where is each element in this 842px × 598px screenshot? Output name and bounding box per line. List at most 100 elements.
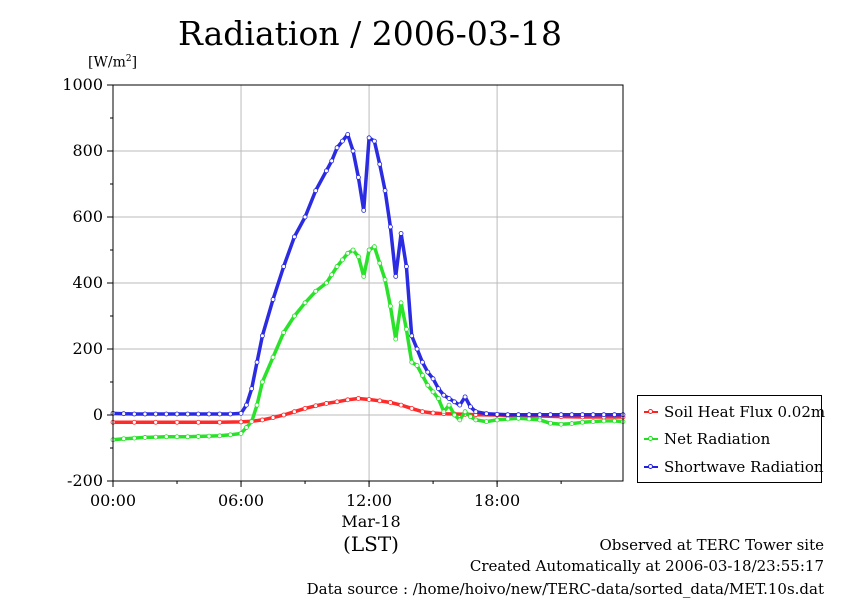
data-point-net-radiation	[409, 359, 415, 365]
data-point-shortwave-radiation	[452, 399, 457, 405]
data-point-net-radiation	[462, 409, 468, 415]
data-point-soil-heat-flux	[377, 398, 383, 404]
data-point-net-radiation	[243, 425, 249, 430]
data-point-net-radiation	[249, 419, 255, 425]
data-point-soil-heat-flux	[174, 419, 180, 425]
data-point-soil-heat-flux	[153, 419, 159, 425]
data-point-net-radiation	[350, 247, 356, 253]
y-tick-label: 800	[72, 141, 103, 160]
data-point-shortwave-radiation	[163, 411, 169, 417]
data-point-net-radiation	[377, 260, 383, 266]
footer-data-source: Data source : /home/hoivo/new/TERC-data/…	[306, 580, 824, 598]
data-point-net-radiation	[366, 247, 372, 253]
data-point-shortwave-radiation	[142, 411, 148, 417]
data-point-shortwave-radiation	[361, 207, 367, 213]
data-point-net-radiation	[382, 277, 388, 283]
legend-swatch-shortwave-radiation	[644, 464, 658, 469]
data-point-soil-heat-flux	[270, 415, 276, 421]
data-point-shortwave-radiation	[393, 273, 399, 279]
data-point-net-radiation	[142, 435, 148, 440]
data-point-shortwave-radiation	[227, 411, 233, 417]
data-point-net-radiation	[355, 254, 361, 260]
data-point-soil-heat-flux	[302, 405, 308, 411]
data-point-shortwave-radiation	[446, 396, 452, 401]
data-point-shortwave-radiation	[291, 234, 297, 240]
data-point-shortwave-radiation	[350, 148, 356, 154]
data-point-shortwave-radiation	[323, 168, 329, 174]
x-axis-unit-label: (LST)	[343, 532, 399, 556]
data-point-shortwave-radiation	[388, 224, 393, 230]
series-line-net-radiation	[111, 244, 625, 442]
data-point-net-radiation	[313, 288, 319, 294]
data-point-net-radiation	[281, 330, 287, 335]
legend-item-soil-heat-flux: Soil Heat Flux 0.02m	[644, 402, 825, 422]
data-point-net-radiation	[430, 389, 436, 395]
data-point-net-radiation	[441, 409, 447, 415]
data-point-net-radiation	[590, 419, 596, 425]
data-point-shortwave-radiation	[377, 161, 383, 167]
legend-label-net-radiation: Net Radiation	[664, 430, 771, 448]
x-tick-label: 12:00	[346, 491, 393, 510]
data-point-shortwave-radiation	[404, 264, 409, 269]
data-point-shortwave-radiation	[462, 394, 468, 400]
footer-observed-at: Observed at TERC Tower site	[599, 536, 824, 554]
data-point-soil-heat-flux	[217, 419, 223, 425]
data-point-net-radiation	[414, 363, 420, 368]
x-tick-label: 06:00	[217, 491, 265, 510]
data-point-shortwave-radiation	[537, 412, 543, 418]
y-tick-label: 600	[72, 207, 103, 226]
data-point-soil-heat-flux	[388, 400, 393, 405]
data-point-shortwave-radiation	[601, 412, 607, 418]
legend-label-soil-heat-flux: Soil Heat Flux 0.02m	[664, 403, 826, 421]
data-point-shortwave-radiation	[398, 231, 404, 236]
data-point-net-radiation	[558, 421, 564, 427]
x-axis-date-label: Mar-18	[341, 512, 401, 531]
data-point-net-radiation	[217, 433, 223, 439]
data-point-net-radiation	[398, 300, 404, 306]
data-point-shortwave-radiation	[441, 392, 447, 398]
data-point-net-radiation	[361, 273, 367, 279]
data-point-net-radiation	[238, 431, 244, 436]
data-point-shortwave-radiation	[302, 214, 308, 220]
footer-created-at: Created Automatically at 2006-03-18/23:5…	[469, 557, 824, 575]
data-point-net-radiation	[195, 434, 201, 439]
data-point-net-radiation	[457, 417, 463, 423]
data-point-shortwave-radiation	[313, 188, 319, 194]
y-tick-label: -200	[67, 471, 103, 490]
data-point-net-radiation	[446, 402, 452, 408]
data-point-net-radiation	[526, 416, 532, 422]
data-point-shortwave-radiation	[558, 412, 564, 418]
data-point-net-radiation	[339, 257, 345, 263]
data-point-shortwave-radiation	[612, 412, 617, 418]
data-point-soil-heat-flux	[281, 412, 287, 418]
data-point-shortwave-radiation	[580, 412, 585, 418]
data-point-net-radiation	[393, 336, 399, 342]
data-point-net-radiation	[302, 300, 308, 306]
data-point-net-radiation	[580, 419, 585, 425]
data-point-shortwave-radiation	[281, 264, 287, 269]
data-point-shortwave-radiation	[259, 333, 265, 339]
data-point-net-radiation	[548, 420, 553, 426]
data-point-net-radiation	[131, 435, 137, 441]
data-point-net-radiation	[153, 434, 159, 440]
legend-swatch-net-radiation	[644, 436, 658, 441]
data-point-net-radiation	[452, 412, 457, 418]
data-point-shortwave-radiation	[131, 411, 137, 417]
x-tick-label: 00:00	[89, 491, 137, 510]
data-point-net-radiation	[601, 418, 607, 424]
data-point-net-radiation	[484, 419, 489, 425]
data-point-shortwave-radiation	[526, 412, 532, 418]
data-point-net-radiation	[612, 418, 617, 424]
data-point-soil-heat-flux	[291, 409, 297, 415]
data-point-shortwave-radiation	[569, 412, 575, 418]
data-point-shortwave-radiation	[270, 297, 276, 302]
data-point-shortwave-radiation	[505, 412, 511, 418]
data-point-net-radiation	[174, 434, 180, 440]
data-point-soil-heat-flux	[409, 405, 415, 411]
data-point-shortwave-radiation	[414, 346, 420, 352]
data-point-net-radiation	[388, 303, 393, 309]
legend-label-shortwave-radiation: Shortwave Radiation	[664, 458, 824, 476]
data-point-shortwave-radiation	[516, 412, 521, 418]
data-point-shortwave-radiation	[382, 188, 388, 194]
series-line-shortwave-radiation	[111, 132, 625, 417]
